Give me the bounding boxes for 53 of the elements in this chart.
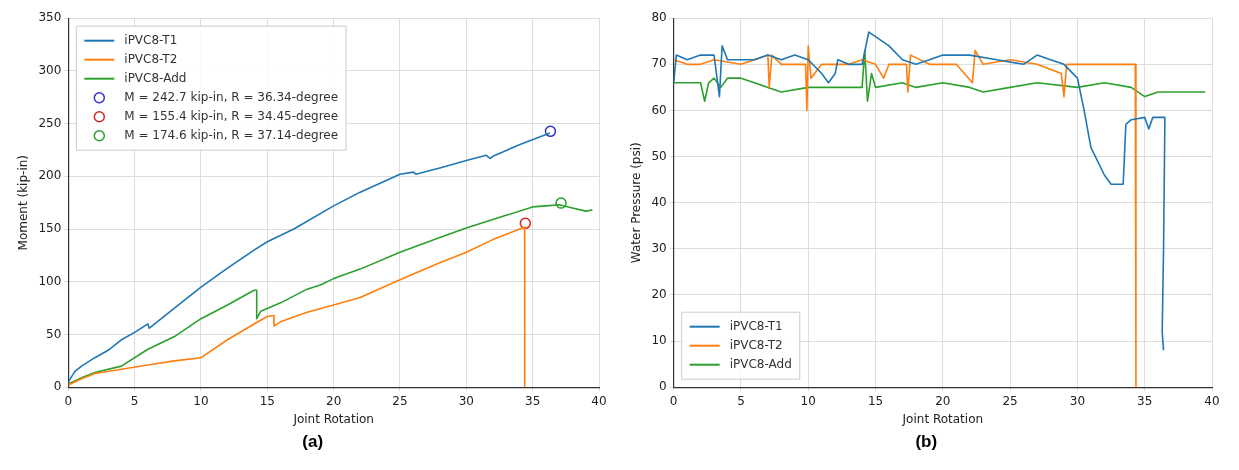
y-tick-label: 60: [651, 102, 667, 117]
x-tick-label: 15: [868, 393, 884, 408]
y-tick-label: 0: [659, 379, 667, 394]
text: (b): [915, 432, 938, 452]
x-axis-title: Joint Rotation: [901, 411, 984, 426]
y-axis-title: Moment (kip-in): [16, 154, 31, 251]
y-tick-label: 100: [38, 273, 62, 288]
x-tick-label: 35: [524, 393, 541, 408]
y-axis-title: Water Pressure (psi): [629, 142, 644, 264]
x-tick-label: 0: [670, 393, 678, 408]
x-tick-label: 40: [1204, 393, 1220, 408]
y-tick-label: 20: [651, 287, 667, 302]
x-tick-label: 30: [458, 393, 474, 408]
point: [544, 125, 556, 138]
y-tick-label: 250: [38, 115, 62, 130]
x-tick-label: 15: [259, 393, 275, 408]
legend-label: iPVC8-T2: [729, 337, 783, 352]
x-tick-label: 25: [1002, 393, 1019, 408]
legend-label: iPVC8-T1: [729, 318, 783, 333]
point: [519, 217, 531, 230]
x-tick-label: 5: [737, 393, 746, 408]
x-axis-title: Joint Rotation: [292, 411, 374, 426]
legend-label: M = 155.4 kip-in, R = 34.45-degree: [124, 108, 338, 123]
point: [555, 197, 567, 209]
legend-label: iPVC8-T1: [124, 32, 178, 47]
x-tick-label: 10: [193, 393, 209, 408]
x-tick-label: 0: [64, 393, 72, 408]
legend-label: iPVC8-Add: [729, 356, 793, 371]
x-tick-label: 35: [1137, 393, 1153, 408]
y-tick-label: 350: [38, 10, 62, 25]
x-tick-label: 20: [325, 393, 342, 408]
x-tick-label: 30: [1070, 393, 1086, 408]
y-tick-label: 40: [651, 194, 667, 209]
text: (a): [302, 432, 324, 452]
y-tick-label: 0: [53, 379, 62, 394]
x-tick-label: 5: [130, 393, 139, 408]
legend-label: M = 242.7 kip-in, R = 36.34-degree: [124, 89, 338, 104]
x-tick-label: 25: [392, 393, 408, 408]
y-tick-label: 70: [651, 56, 667, 71]
x-tick-label: 10: [800, 393, 817, 408]
x-tick-label: 20: [935, 393, 951, 408]
x-tick-label: 40: [591, 393, 607, 408]
y-tick-label: 30: [651, 240, 667, 255]
y-tick-label: 200: [38, 168, 62, 183]
legend-label: iPVC8-Add: [124, 70, 187, 85]
legend-label: iPVC8-T2: [124, 51, 178, 66]
y-tick-label: 300: [38, 63, 62, 78]
legend-label: M = 174.6 kip-in, R = 37.14-degree: [124, 127, 338, 142]
y-tick-label: 10: [651, 333, 667, 348]
y-tick-label: 80: [651, 10, 667, 25]
y-tick-label: 50: [651, 148, 667, 163]
y-tick-label: 50: [45, 326, 62, 341]
y-tick-label: 150: [38, 221, 62, 236]
